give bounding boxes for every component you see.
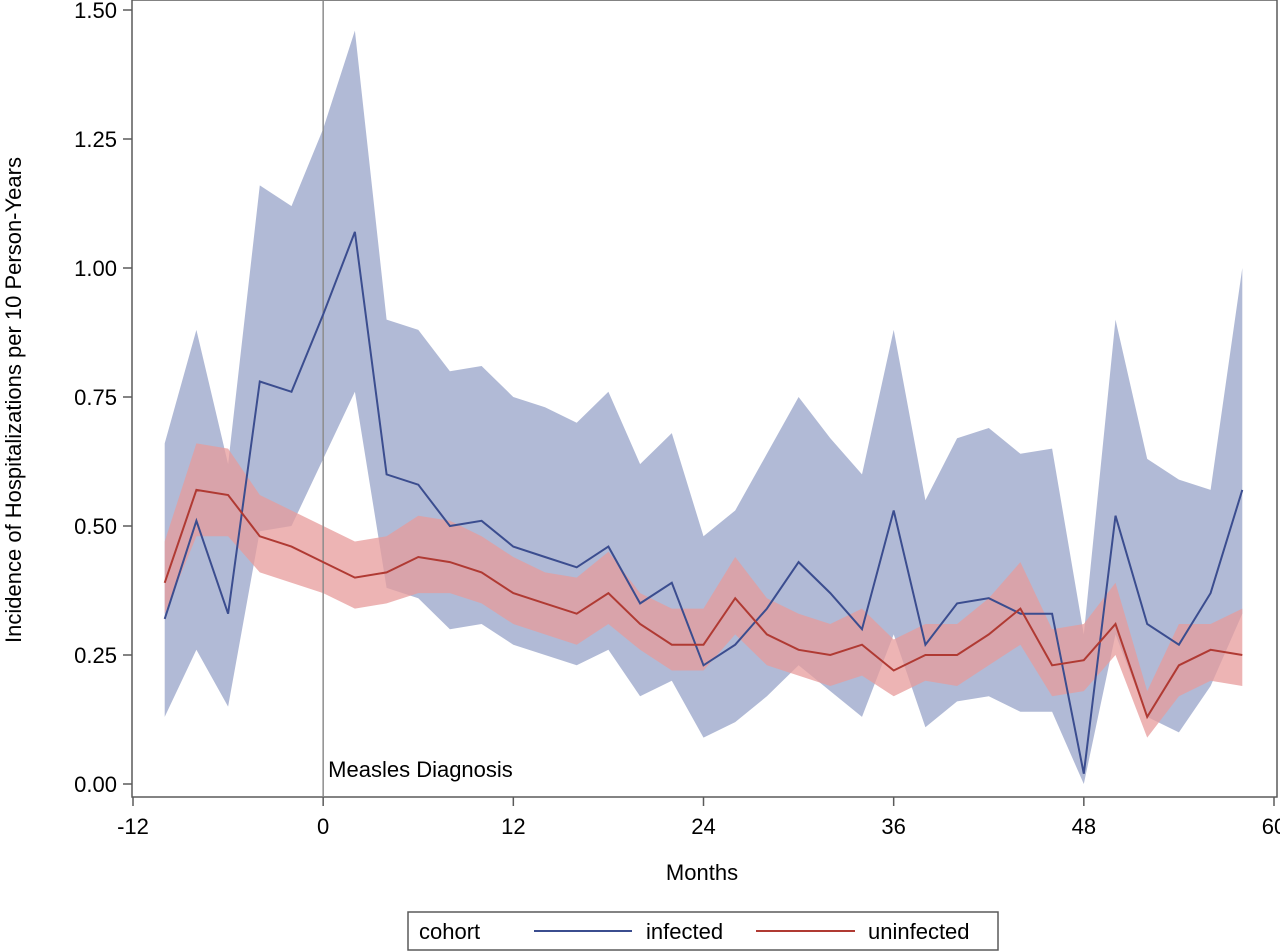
band-infected: [164, 30, 1243, 785]
legend-title: cohort: [419, 919, 480, 944]
x-tick-label: 48: [1072, 814, 1096, 839]
y-axis-label: Incidence of Hospitalizations per 10 Per…: [1, 157, 26, 643]
x-tick-label: 0: [317, 814, 329, 839]
y-tick-label: 1.00: [74, 256, 117, 281]
y-tick-label: 0.00: [74, 772, 117, 797]
y-tick-label: 1.50: [74, 0, 117, 23]
y-tick-label: 0.75: [74, 385, 117, 410]
y-tick-label: 0.50: [74, 514, 117, 539]
x-tick-label: 12: [501, 814, 525, 839]
x-tick-label: 24: [691, 814, 715, 839]
band-uninfected: [164, 443, 1243, 738]
x-tick-label: -12: [117, 814, 149, 839]
legend-box: [407, 911, 999, 951]
legend: cohort infected uninfected: [407, 911, 999, 951]
confidence-bands: [164, 30, 1243, 785]
y-axis: 0.00 0.25 0.50 0.75 1.00 1.25 1.50: [74, 0, 132, 797]
x-axis: -12 0 12 24 36 48 60: [117, 797, 1280, 839]
line-uninfected: [163, 488, 1243, 720]
x-tick-label: 36: [881, 814, 905, 839]
plot-frame: [131, 0, 1278, 798]
line-infected: [163, 231, 1244, 774]
x-tick-label: 60: [1262, 814, 1280, 839]
legend-label-infected: infected: [646, 919, 723, 944]
series-lines: [163, 231, 1244, 774]
y-tick-label: 0.25: [74, 643, 117, 668]
measles-diagnosis-label: Measles Diagnosis: [328, 757, 513, 782]
y-tick-label: 1.25: [74, 127, 117, 152]
legend-label-uninfected: uninfected: [868, 919, 970, 944]
x-axis-label: Months: [666, 860, 738, 885]
